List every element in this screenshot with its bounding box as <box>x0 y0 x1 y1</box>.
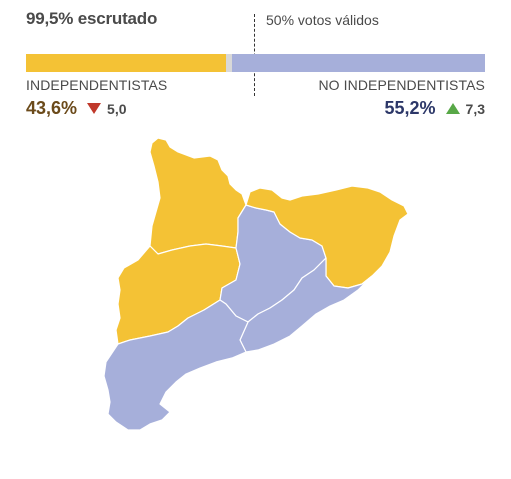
no-independentistas-result: 55,2% 7,3 <box>384 98 485 119</box>
catalonia-map <box>103 137 409 431</box>
half-votes-label: 50% votos válidos <box>266 12 379 28</box>
independentistas-change: 5,0 <box>107 100 127 117</box>
independentistas-label: INDEPENDENTISTAS <box>26 77 168 93</box>
result-bar <box>26 54 485 72</box>
no-independentistas-percent: 55,2% <box>384 98 436 118</box>
trend-up-icon <box>445 103 460 114</box>
no-independentistas-change: 7,3 <box>465 100 485 117</box>
trend-down-icon <box>87 103 102 114</box>
region-lleida-north[interactable] <box>149 137 247 255</box>
no-independentistas-bar-segment <box>231 54 485 72</box>
region-tarragona[interactable] <box>103 299 249 431</box>
independentistas-bar-segment <box>26 54 227 72</box>
no-independentistas-label: NO INDEPENDENTISTAS <box>318 77 485 93</box>
region-barcelona[interactable] <box>239 257 373 353</box>
independentistas-percent: 43,6% <box>26 98 78 118</box>
independentistas-result: 43,6% 5,0 <box>26 98 127 119</box>
scrutiny-status: 99,5% escrutado <box>26 9 158 28</box>
region-girona[interactable] <box>245 185 409 289</box>
